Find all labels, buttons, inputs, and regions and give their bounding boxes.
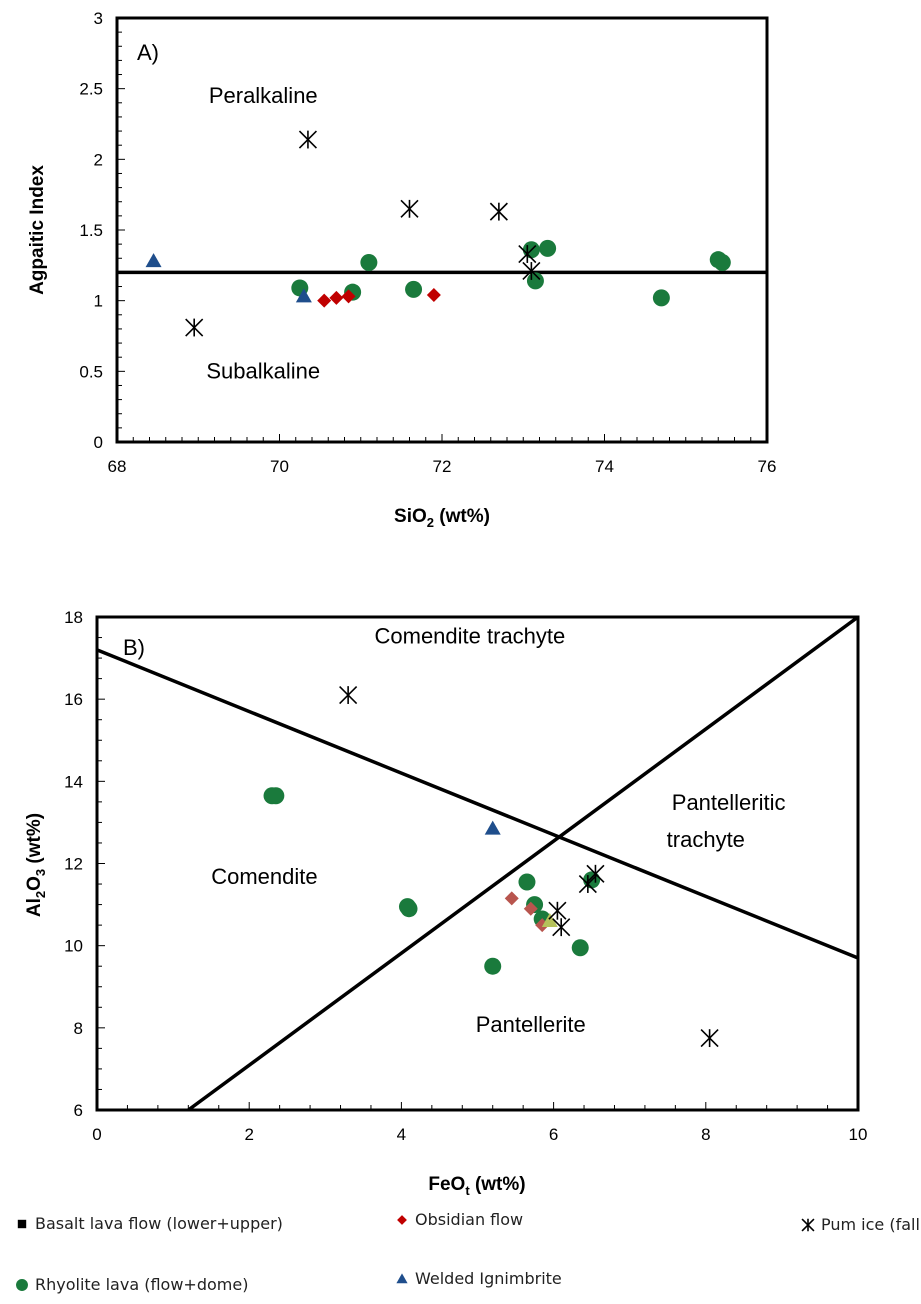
x-tick-label: 74 xyxy=(595,457,614,476)
y-tick-label: 0.5 xyxy=(79,362,103,381)
data-point-diamond xyxy=(504,891,519,906)
data-point-diamond xyxy=(341,289,356,304)
y-tick-label: 6 xyxy=(74,1101,83,1120)
x-axis-title-b: FeOt (wt%) xyxy=(428,1174,525,1198)
y-tick-label: 16 xyxy=(64,690,83,709)
data-point-triangle xyxy=(295,288,312,303)
x-axis-title-a: SiO2 (wt%) xyxy=(394,506,490,530)
data-point-circle xyxy=(571,939,589,957)
data-point-star xyxy=(700,1029,719,1048)
region-label: Peralkaline xyxy=(209,83,318,108)
chart-panel-a: A) SiO2 (wt%) Agpaitic Index 68 70 72 74 76 0… xyxy=(27,9,776,530)
data-point-star xyxy=(552,918,571,937)
legend-label: Rhyolite lava (flow+dome) xyxy=(35,1275,248,1294)
x-tick-label: 72 xyxy=(433,457,452,476)
legend-item: Welded Ignimbrite xyxy=(396,1269,562,1288)
data-point-circle xyxy=(713,254,731,272)
y-tick-label: 18 xyxy=(64,608,83,627)
region-label: Comendite trachyte xyxy=(375,624,566,649)
legend-item: Basalt lava flow (lower+upper) xyxy=(17,1214,283,1233)
data-point-diamond xyxy=(426,288,441,303)
legend-label: Basalt lava flow (lower+upper) xyxy=(35,1214,283,1233)
region-label: Subalkaline xyxy=(206,358,320,383)
legend-marker-circle xyxy=(16,1279,28,1291)
chart-panel-b: B) FeOt (wt%) Al2O3 (wt%) 0 2 4 6 8 10 6 8 10 12 1… xyxy=(24,608,867,1198)
boundary-line xyxy=(96,648,859,960)
legend-label: Obsidian flow xyxy=(415,1210,523,1229)
data-point-diamond xyxy=(317,293,332,308)
x-tick-label: 70 xyxy=(270,457,289,476)
data-point-diamond xyxy=(329,290,344,305)
legend-marker-star xyxy=(801,1218,815,1232)
legend-item: Pum ice (fall+flow) xyxy=(801,1215,921,1234)
legend-item: Obsidian flow xyxy=(397,1210,523,1229)
data-point-circle xyxy=(400,900,418,918)
data-point-triangle xyxy=(145,253,162,268)
y-axis-title-b: Al2O3 (wt%) xyxy=(24,813,48,917)
y-tick-label: 2 xyxy=(94,150,103,169)
panel-label-a: A) xyxy=(137,40,159,65)
y-tick-label: 0 xyxy=(94,433,103,452)
region-label: trachyte xyxy=(667,827,745,852)
boundary-line xyxy=(187,615,860,1112)
data-point-star xyxy=(298,130,318,149)
x-tick-label: 0 xyxy=(92,1125,101,1144)
data-point-star xyxy=(586,864,605,883)
x-tick-label: 4 xyxy=(397,1125,406,1144)
y-tick-label: 1 xyxy=(94,292,103,311)
legend-label: Welded Ignimbrite xyxy=(415,1269,562,1288)
data-point-diamond xyxy=(523,901,538,916)
y-tick-label: 1.5 xyxy=(79,221,103,240)
data-point-star xyxy=(518,244,537,264)
legend-marker-diamond xyxy=(397,1215,407,1225)
x-tick-label: 2 xyxy=(244,1125,253,1144)
legend-item: Rhyolite lava (flow+dome) xyxy=(16,1275,248,1294)
y-tick-label: 10 xyxy=(64,937,83,956)
data-point-star xyxy=(489,202,508,221)
data-point-circle xyxy=(360,254,378,272)
x-tick-label: 8 xyxy=(701,1125,710,1144)
data-point-circle xyxy=(652,289,670,307)
data-point-star xyxy=(578,874,597,894)
data-point-star xyxy=(185,318,204,337)
legend: Basalt lava flow (lower+upper) Obsidian f… xyxy=(16,1210,921,1294)
y-axis-title-a: Agpaitic Index xyxy=(27,165,48,295)
data-point-circle xyxy=(539,239,557,257)
y-tick-label: 8 xyxy=(74,1019,83,1038)
data-point-triangle xyxy=(484,820,501,835)
legend-label: Pum ice (fall+flow) xyxy=(821,1215,921,1234)
data-point-circle xyxy=(484,957,502,975)
x-tick-label: 76 xyxy=(758,457,777,476)
region-label: Comendite xyxy=(211,864,317,889)
legend-marker-square xyxy=(17,1219,27,1229)
x-tick-label: 68 xyxy=(108,457,127,476)
y-tick-label: 3 xyxy=(94,9,103,28)
data-point-star xyxy=(400,199,419,218)
legend-marker-triangle xyxy=(396,1273,408,1284)
x-tick-label: 10 xyxy=(849,1125,868,1144)
y-tick-label: 14 xyxy=(64,772,83,791)
y-tick-label: 2.5 xyxy=(79,80,103,99)
y-tick-label: 12 xyxy=(64,855,83,874)
x-tick-label: 6 xyxy=(549,1125,558,1144)
data-point-star xyxy=(548,901,567,920)
data-point-circle xyxy=(405,280,423,298)
data-point-star xyxy=(522,261,541,281)
data-point-circle xyxy=(518,873,536,891)
data-point-triangle xyxy=(541,913,558,928)
panel-label-b: B) xyxy=(123,635,145,660)
region-label: Pantellerite xyxy=(476,1012,586,1037)
region-label: Pantelleritic xyxy=(672,790,786,815)
data-point-circle xyxy=(267,787,285,805)
data-point-star xyxy=(339,685,358,705)
